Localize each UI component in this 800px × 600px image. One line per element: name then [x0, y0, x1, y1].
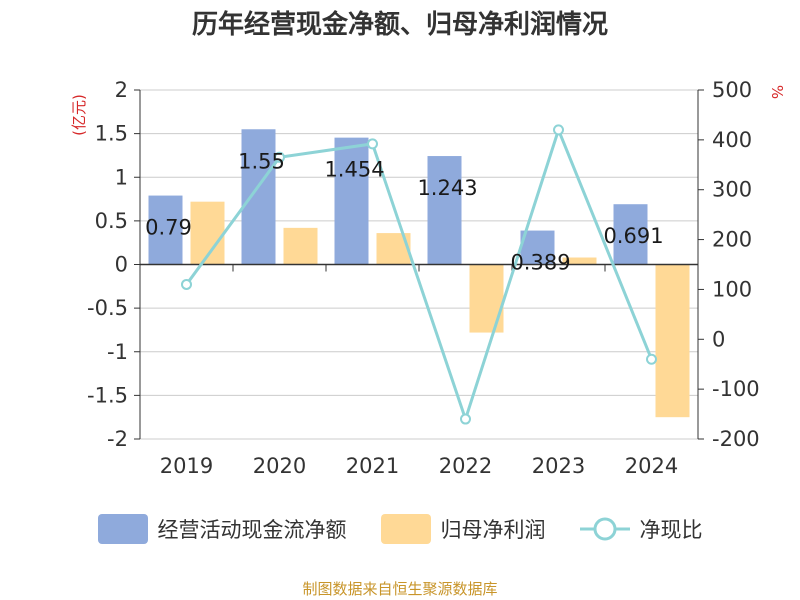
- x-tick-label: 2024: [625, 454, 678, 478]
- data-source-note: 制图数据来自恒生聚源数据库: [302, 580, 498, 598]
- left-tick-label: 0: [115, 253, 128, 277]
- cashflow-data-label: 1.55: [238, 149, 285, 173]
- left-tick-label: -1: [107, 340, 128, 364]
- cashflow-data-label: 0.79: [145, 216, 192, 240]
- left-axis-unit: (亿元): [70, 94, 88, 136]
- cashflow-bar: [148, 195, 183, 265]
- cashflow-bar: [241, 129, 276, 265]
- ratio-point: [181, 278, 192, 290]
- left-tick-label: 0.5: [95, 209, 128, 233]
- right-tick-label: 200: [712, 228, 752, 252]
- left-tick-label: 1: [115, 165, 128, 189]
- legend-item-netprofit[interactable]: 归母净利润: [380, 514, 546, 544]
- axes: -2 -1.5 -1 -0.5 0 0.5 1 1.5 2 -200 -100 0 100 200 300 4…: [87, 78, 760, 478]
- x-tick-label: 2020: [253, 454, 306, 478]
- right-tick-label: 0: [712, 327, 725, 351]
- cashflow-bar: [520, 230, 555, 265]
- legend-item-cashflow[interactable]: 经营活动现金流净额: [97, 514, 347, 544]
- left-tick-label: -1.5: [87, 383, 128, 407]
- legend-label-netprofit: 归母净利润: [440, 518, 546, 542]
- ratio-point: [460, 413, 471, 425]
- netprofit-bar: [655, 264, 690, 418]
- cashflow-data-label: 1.243: [417, 176, 477, 200]
- ratio-line: [185, 125, 653, 424]
- x-tick-label: 2021: [346, 454, 399, 478]
- right-tick-label: 400: [712, 128, 752, 152]
- x-tick-label: 2023: [532, 454, 585, 478]
- ratio-line-marker-icon: [579, 517, 630, 541]
- cashflow-bar: [613, 204, 648, 265]
- gridlines: [140, 89, 698, 440]
- cashflow-bar: [334, 137, 369, 265]
- left-tick-label: -0.5: [87, 296, 128, 320]
- cashflow-data-label: 0.389: [510, 251, 570, 275]
- cashflow-swatch-icon: [97, 514, 148, 544]
- x-tick-label: 2022: [439, 454, 492, 478]
- right-tick-label: 500: [712, 78, 752, 102]
- ratio-point: [367, 138, 378, 150]
- data-labels: 0.79 1.55 1.454 1.243 0.389 0.691: [145, 149, 663, 274]
- netprofit-bar: [469, 264, 504, 333]
- legend-label-ratio: 净现比: [639, 518, 703, 542]
- x-tick-label: 2019: [160, 454, 213, 478]
- ratio-line-layer: [181, 124, 657, 425]
- chart-canvas: -2 -1.5 -1 -0.5 0 0.5 1 1.5 2 -200 -100 0 100 200 300 4…: [70, 78, 786, 478]
- right-tick-label: -100: [712, 377, 760, 401]
- legend-item-ratio[interactable]: 净现比: [579, 514, 703, 544]
- netprofit-swatch-icon: [380, 514, 431, 544]
- right-axis-unit: %: [768, 85, 786, 99]
- cashflow-data-label: 0.691: [603, 224, 663, 248]
- ratio-point: [553, 124, 564, 136]
- chart-title: 历年经营现金净额、归母净利润情况: [191, 10, 608, 40]
- cashflow-data-label: 1.454: [324, 158, 384, 182]
- ratio-point: [646, 353, 657, 365]
- right-tick-label: 100: [712, 277, 752, 301]
- left-tick-label: 1.5: [95, 122, 128, 146]
- legend: 经营活动现金流净额 归母净利润 净现比: [0, 514, 800, 544]
- ratio-point: [274, 151, 285, 163]
- bars: [148, 129, 690, 418]
- right-tick-label: -200: [712, 427, 760, 451]
- netprofit-bar: [283, 227, 318, 265]
- left-tick-label: 2: [115, 78, 128, 102]
- legend-label-cashflow: 经营活动现金流净额: [157, 518, 347, 542]
- right-tick-label: 300: [712, 178, 752, 202]
- cashflow-bar: [427, 156, 462, 265]
- left-tick-label: -2: [107, 427, 128, 451]
- netprofit-bar: [562, 257, 597, 265]
